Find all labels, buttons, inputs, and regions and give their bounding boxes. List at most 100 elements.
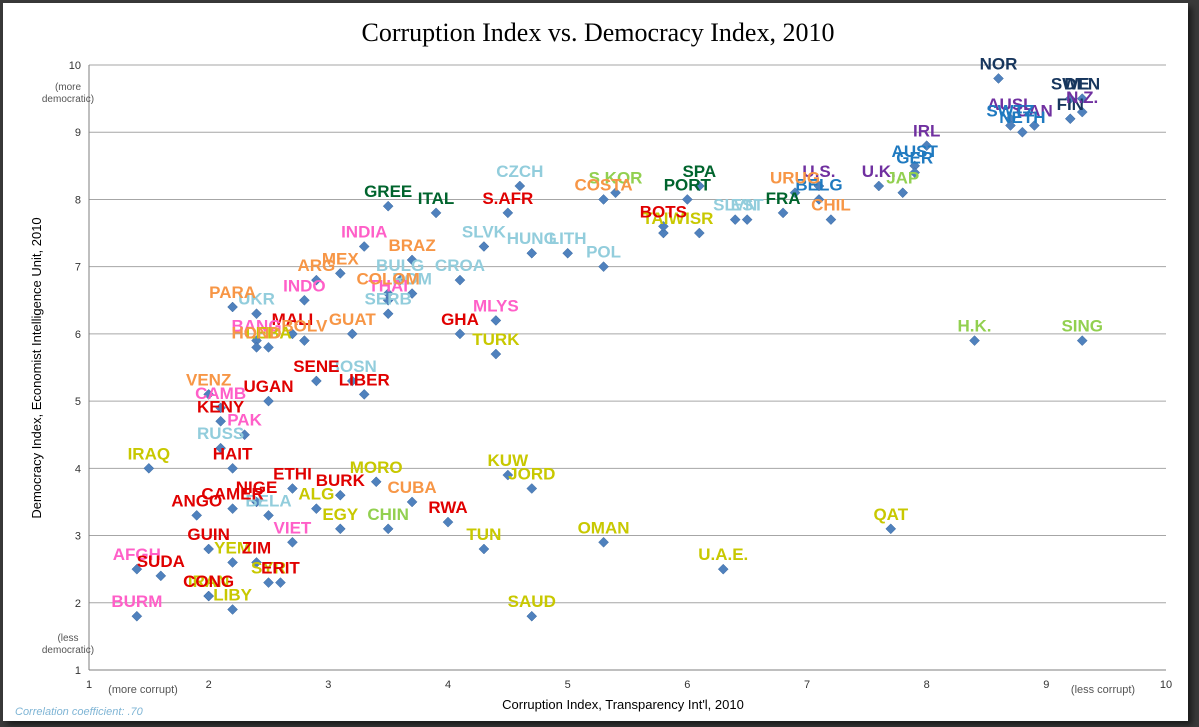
y-tick-label: 2 bbox=[75, 598, 81, 610]
x-axis-low-note: (more corrupt) bbox=[108, 684, 178, 696]
point-hung bbox=[526, 247, 538, 259]
label-jap: JAP bbox=[886, 169, 919, 188]
point-port bbox=[681, 194, 693, 205]
point-camer bbox=[227, 503, 238, 515]
point-india bbox=[358, 241, 370, 252]
point-alg bbox=[311, 503, 322, 515]
y-axis-high-note-line1: (more bbox=[55, 82, 82, 93]
label-mex: MEX bbox=[322, 249, 360, 268]
label-belg: BELG bbox=[795, 175, 842, 194]
label-suda: SUDA bbox=[137, 552, 185, 571]
label-rwa: RWA bbox=[428, 498, 467, 517]
label-india: INDIA bbox=[341, 223, 387, 242]
point-costa bbox=[598, 194, 609, 205]
point-skor bbox=[610, 187, 621, 199]
point-isr bbox=[693, 227, 705, 239]
label-ethi: ETHI bbox=[273, 465, 312, 484]
label-sene: SENE bbox=[293, 357, 339, 376]
label-erit: ERIT bbox=[261, 559, 300, 578]
label-qat: QAT bbox=[873, 505, 908, 524]
point-mlys bbox=[490, 315, 502, 326]
y-tick-label: 6 bbox=[75, 329, 81, 341]
label-mlys: MLYS bbox=[473, 296, 519, 315]
point-can bbox=[1029, 120, 1040, 131]
x-tick-label: 6 bbox=[684, 679, 690, 691]
label-jord: JORD bbox=[508, 465, 555, 484]
label-slvn: SLVN bbox=[713, 196, 757, 215]
point-cong bbox=[203, 590, 215, 602]
x-tick-label: 1 bbox=[86, 679, 92, 691]
label-russ: RUSS bbox=[197, 424, 244, 443]
point-kuw bbox=[502, 469, 514, 481]
label-keny: KENY bbox=[197, 397, 245, 416]
y-axis-high-note-line2: democratic) bbox=[42, 94, 94, 105]
point-syr bbox=[263, 577, 274, 588]
point-saud bbox=[526, 610, 538, 622]
label-bosn: BOSN bbox=[328, 357, 377, 376]
point-czch bbox=[514, 180, 526, 192]
point-suda bbox=[155, 570, 167, 582]
y-axis-low-note-line1: (less bbox=[57, 633, 78, 644]
point-afgh bbox=[131, 563, 143, 575]
point-bulg bbox=[394, 274, 406, 286]
y-tick-label: 4 bbox=[75, 463, 81, 475]
point-pol bbox=[598, 261, 609, 273]
point-yem bbox=[227, 557, 238, 568]
label-spa: SPA bbox=[682, 162, 716, 181]
label-bang: BANG bbox=[232, 317, 282, 336]
point-iraq bbox=[143, 462, 155, 474]
chart-title: Corruption Index vs. Democracy Index, 20… bbox=[362, 18, 835, 47]
point-nige bbox=[251, 496, 262, 508]
point-jap bbox=[897, 187, 909, 199]
label-nz: N.Z. bbox=[1066, 88, 1098, 107]
point-neth bbox=[1017, 126, 1028, 138]
point-burk bbox=[334, 489, 346, 501]
label-isr: ISR bbox=[685, 209, 713, 228]
point-para bbox=[227, 301, 238, 313]
point-turk bbox=[490, 348, 502, 360]
point-ger bbox=[909, 167, 921, 178]
point-ital bbox=[430, 207, 442, 219]
y-tick-label: 3 bbox=[75, 531, 81, 543]
label-iran: IRAN bbox=[188, 572, 230, 591]
label-liber: LIBER bbox=[339, 370, 390, 389]
label-den: DEN bbox=[1064, 75, 1100, 94]
label-ital: ITAL bbox=[418, 189, 455, 208]
y-tick-label: 5 bbox=[75, 396, 81, 408]
point-irl bbox=[921, 140, 933, 152]
point-uk bbox=[873, 180, 885, 192]
point-swe bbox=[1064, 93, 1076, 104]
point-viet bbox=[287, 536, 298, 548]
label-cuba: CUBA bbox=[388, 478, 437, 497]
point-hait bbox=[227, 462, 238, 474]
y-axis-label: Democracy Index, Economist Intelligence … bbox=[29, 217, 44, 518]
label-turk: TURK bbox=[472, 330, 520, 349]
point-fra bbox=[777, 207, 789, 219]
label-tun: TUN bbox=[466, 525, 501, 544]
point-cuba bbox=[406, 496, 418, 508]
label-venz: VENZ bbox=[186, 370, 231, 389]
point-jord bbox=[526, 483, 538, 494]
y-tick-label: 9 bbox=[75, 127, 81, 139]
label-gree: GREE bbox=[364, 182, 412, 201]
point-sing bbox=[1076, 335, 1088, 346]
point-hk bbox=[969, 335, 980, 346]
label-chin: CHIN bbox=[367, 505, 409, 524]
label-oman: OMAN bbox=[578, 518, 630, 537]
label-moro: MORO bbox=[350, 458, 403, 477]
label-neth: NETH bbox=[999, 108, 1045, 127]
label-syr: SYR bbox=[251, 559, 286, 578]
point-keny bbox=[215, 415, 226, 427]
point-indo bbox=[299, 294, 310, 306]
point-spa bbox=[693, 180, 705, 192]
point-egy bbox=[334, 523, 346, 535]
point-uae bbox=[717, 563, 729, 575]
label-viet: VIET bbox=[274, 518, 312, 537]
label-hk: H.K. bbox=[958, 317, 992, 336]
label-rom: ROM bbox=[392, 270, 432, 289]
point-bela bbox=[263, 510, 274, 521]
label-burm: BURM bbox=[111, 592, 162, 611]
point-leba bbox=[263, 341, 274, 353]
point-burm bbox=[131, 610, 143, 622]
